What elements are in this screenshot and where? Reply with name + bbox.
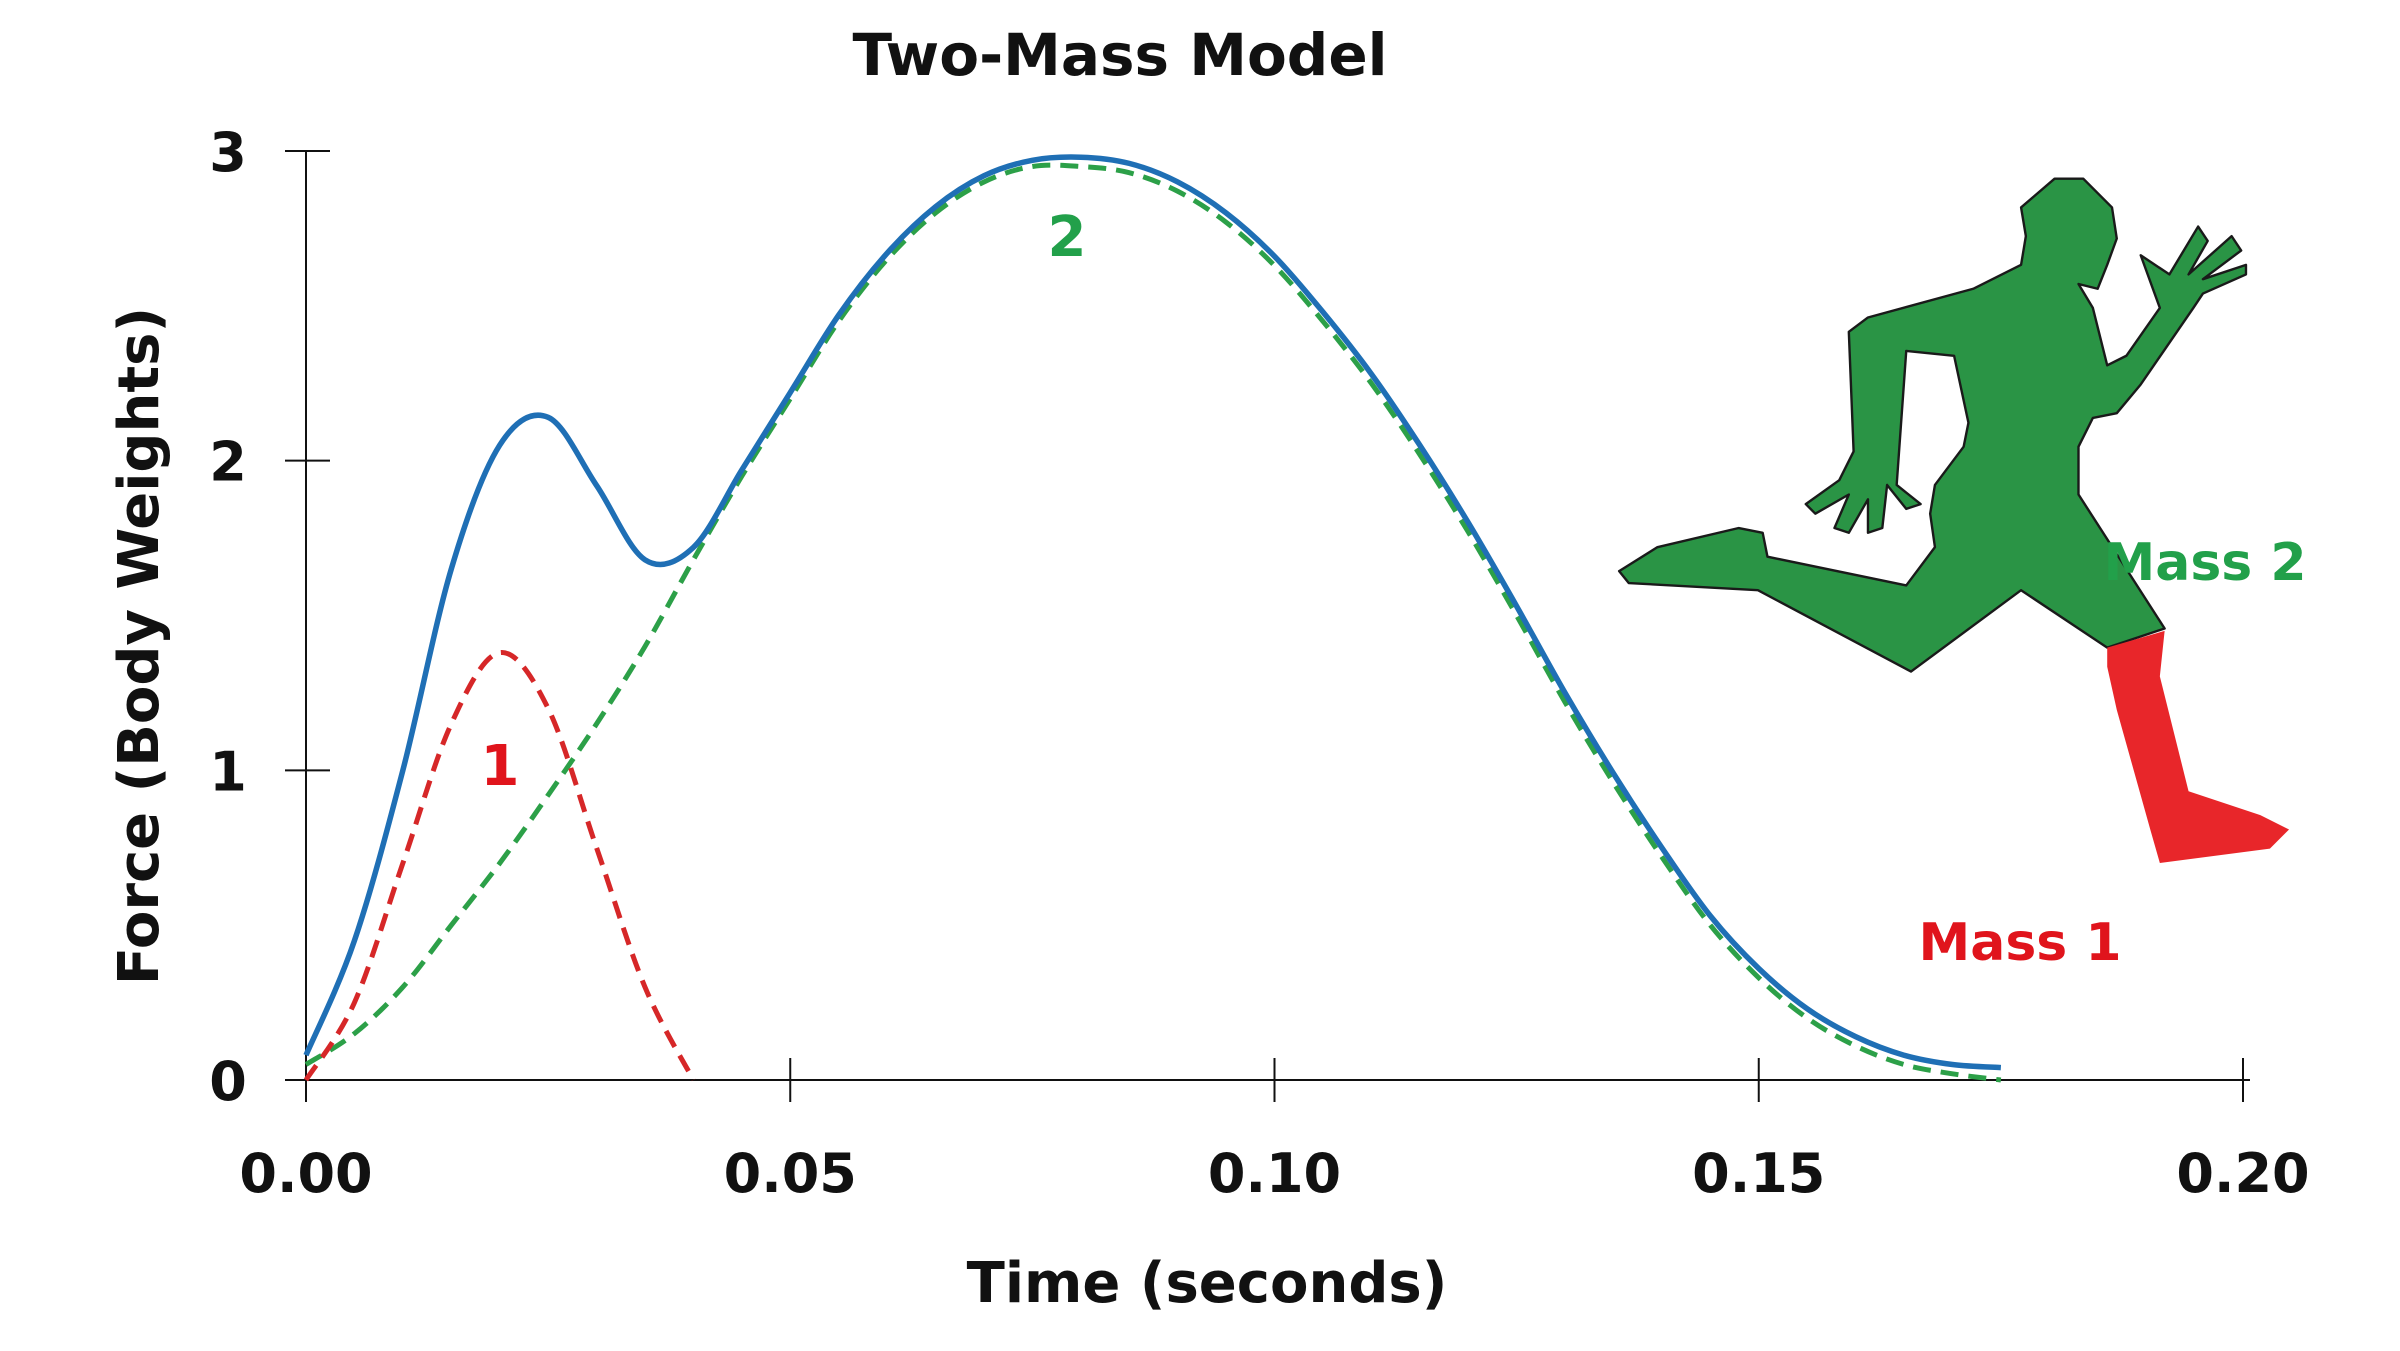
x-tick-label: 0.15: [1692, 1142, 1825, 1205]
x-tick-label: 0.20: [2176, 1142, 2309, 1205]
y-tick-label: 1: [209, 740, 247, 803]
mass2-curve-label: 2: [1048, 205, 1087, 270]
series-mass1-line: [303, 650, 696, 1082]
mass1-lower-leg-shape: [2107, 630, 2290, 863]
y-tick-label: 0: [209, 1050, 247, 1113]
chart-title: Two-Mass Model: [852, 21, 1387, 89]
series-mass2-line: [304, 162, 2002, 1083]
y-tick-label: 2: [209, 431, 247, 494]
series-total-line: [303, 154, 2002, 1071]
x-tick-label: 0.05: [724, 1142, 857, 1205]
mass1-figure-label: Mass 1: [1918, 913, 2121, 973]
x-tick-label: 0.00: [239, 1142, 372, 1205]
mass2-figure-label: Mass 2: [2103, 533, 2306, 593]
y-axis-label: Force (Body Weights): [107, 307, 172, 985]
mass2-body-shape: [1617, 177, 2248, 673]
x-axis-label: Time (seconds): [967, 1251, 1448, 1316]
mass1-curve-label: 1: [481, 734, 520, 799]
y-tick-label: 3: [209, 121, 247, 184]
running-man-icon: [1617, 177, 2290, 863]
x-tick-label: 0.10: [1208, 1142, 1341, 1205]
